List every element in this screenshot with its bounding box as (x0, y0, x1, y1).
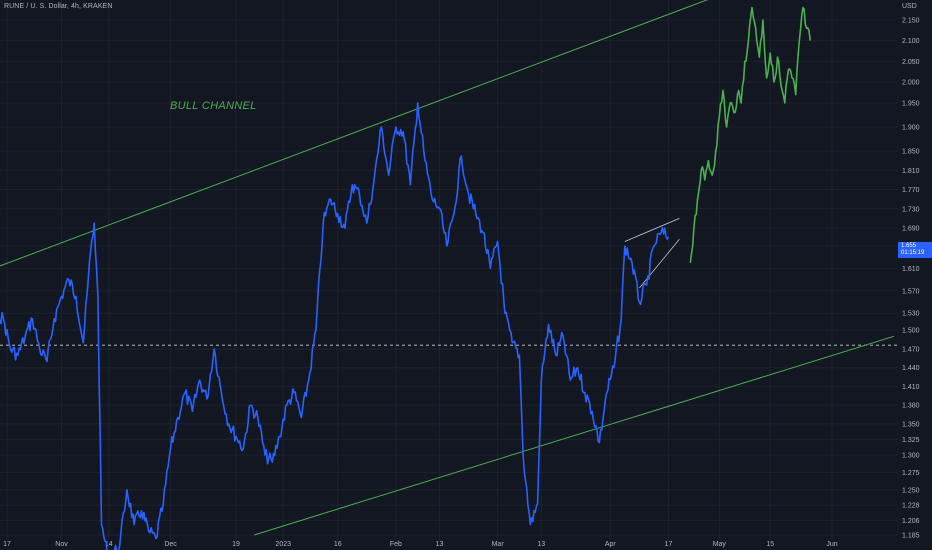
x-tick-label: 13 (436, 541, 444, 548)
y-tick-label: 1.228 (902, 503, 920, 510)
x-tick-label: May (713, 541, 727, 548)
y-tick-label: 1.570 (902, 288, 920, 295)
y-tick-label: 1.950 (902, 101, 920, 108)
y-tick-label: 1.610 (902, 266, 920, 273)
last-price: 1.655 (901, 243, 917, 249)
y-tick-label: 1.500 (902, 328, 920, 335)
x-tick-label: 14 (105, 541, 113, 548)
y-tick-label: 1.410 (902, 384, 920, 391)
y-tick-label: 1.810 (902, 168, 920, 175)
x-tick-label: Jun (826, 541, 837, 548)
x-tick-label: Apr (605, 541, 617, 548)
y-tick-label: 1.530 (902, 311, 920, 318)
y-tick-label: 1.275 (902, 470, 920, 477)
x-tick-label: 17 (665, 541, 673, 548)
y-tick-label: 1.300 (902, 453, 920, 460)
y-tick-label: 1.770 (902, 187, 920, 194)
x-tick-label: 17 (3, 541, 11, 548)
y-tick-label: 1.350 (902, 421, 920, 428)
bar-countdown: 01:15:19 (901, 250, 925, 256)
y-tick-label: 1.185 (902, 533, 920, 540)
series-lines (0, 6, 811, 550)
y-axis-ticks: 2.150 2.100 2.050 2.000 1.950 1.900 1.850 1.810… (902, 18, 920, 540)
y-tick-label: 1.440 (902, 365, 920, 372)
channel-line (0, 0, 709, 267)
y-tick-label: 1.206 (902, 518, 920, 525)
channel-line (253, 335, 894, 536)
x-tick-label: Nov (55, 541, 68, 548)
currency-label: USD (902, 3, 917, 10)
y-tick-label: 2.050 (902, 59, 920, 66)
bull-channel-label: BULL CHANNEL (170, 100, 257, 112)
y-tick-label: 1.380 (902, 403, 920, 410)
wedge-line (639, 239, 680, 289)
x-tick-label: 16 (334, 541, 342, 548)
price-line (0, 102, 670, 550)
y-tick-label: 1.900 (902, 125, 920, 132)
x-tick-label: Mar (492, 541, 505, 548)
y-tick-label: 2.150 (902, 18, 920, 25)
x-axis-ticks: 17 Nov 14 Dec 19 2023 16 Feb 13 Mar 13 Apr 17 May 15 Ju… (3, 541, 838, 548)
y-tick-label: 1.850 (902, 149, 920, 156)
projection-line (689, 6, 811, 263)
x-tick-label: 19 (232, 541, 240, 548)
y-tick-label: 2.100 (902, 38, 920, 45)
wedge-line (624, 218, 680, 242)
symbol-title: RUNE / U. S. Dollar, 4h, KRAKEN (4, 3, 113, 10)
x-tick-label: 2023 (275, 541, 291, 548)
y-tick-label: 2.000 (902, 80, 920, 87)
x-tick-label: 15 (766, 541, 774, 548)
y-tick-label: 1.470 (902, 347, 920, 354)
grid-lines (0, 0, 897, 540)
x-tick-label: Feb (390, 541, 402, 548)
y-tick-label: 1.690 (902, 226, 920, 233)
channel-lines (0, 0, 894, 536)
x-tick-label: 13 (537, 541, 545, 548)
x-tick-label: Dec (164, 541, 177, 548)
y-tick-label: 1.730 (902, 206, 920, 213)
y-tick-label: 1.250 (902, 487, 920, 494)
y-tick-label: 1.325 (902, 437, 920, 444)
last-price-badge: 1.655 01:15:19 (898, 242, 932, 258)
